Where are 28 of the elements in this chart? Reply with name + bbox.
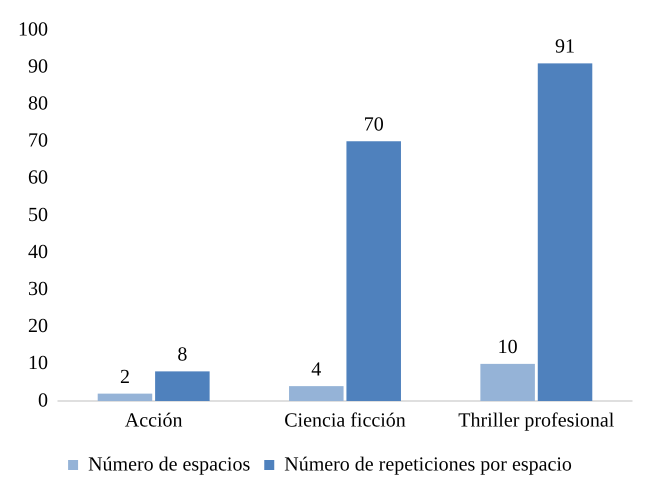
y-tick-label: 70 — [28, 130, 48, 152]
data-label: 2 — [120, 366, 130, 388]
bar — [480, 364, 535, 401]
data-label: 10 — [498, 336, 518, 358]
legend-label: Número de espacios — [88, 453, 250, 476]
bar — [538, 63, 592, 401]
x-tick-label: Thriller profesional — [458, 409, 615, 432]
data-label: 4 — [311, 358, 322, 380]
y-tick-label: 100 — [18, 18, 48, 40]
bar — [346, 141, 401, 401]
y-tick-label: 20 — [28, 315, 48, 338]
x-tick-label: Ciencia ficción — [284, 409, 406, 432]
y-tick-label: 90 — [28, 55, 48, 78]
bar — [98, 394, 152, 401]
bar — [155, 371, 210, 401]
y-tick-label: 80 — [28, 92, 48, 114]
legend-label: Número de repeticiones por espacio — [284, 453, 572, 476]
y-tick-label: 30 — [28, 278, 48, 300]
data-label: 8 — [177, 344, 188, 366]
y-tick-label: 0 — [38, 389, 48, 412]
data-label: 70 — [364, 114, 384, 136]
data-label: 91 — [555, 36, 576, 58]
y-tick-label: 40 — [28, 240, 48, 263]
y-tick-label: 10 — [28, 352, 48, 374]
bar — [289, 386, 344, 401]
x-tick-label: Acción — [124, 409, 183, 432]
y-tick-label: 50 — [28, 204, 48, 226]
y-tick-label: 60 — [28, 166, 48, 189]
